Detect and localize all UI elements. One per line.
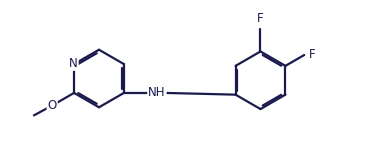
Text: O: O [48,99,57,112]
Text: NH: NH [148,86,166,99]
Text: N: N [69,57,78,70]
Text: F: F [257,12,264,25]
Text: F: F [309,48,315,62]
